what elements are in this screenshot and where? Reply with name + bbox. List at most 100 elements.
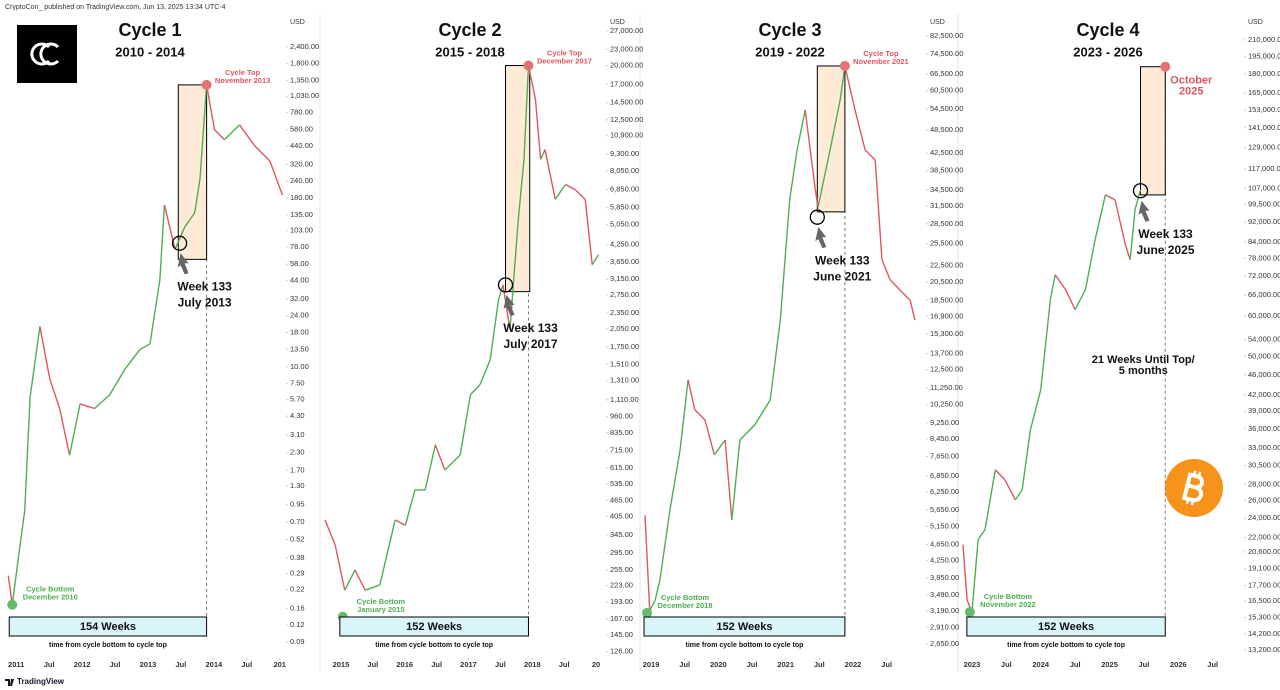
- price-segment: [68, 403, 81, 456]
- price-segment: [829, 99, 841, 151]
- x-tick-label: 2012: [74, 660, 91, 669]
- x-tick-label: 2022: [845, 660, 862, 669]
- price-segment: [874, 159, 883, 260]
- x-tick-label: 2020: [710, 660, 727, 669]
- y-tick-label: 0.22: [290, 585, 305, 594]
- price-segment: [364, 584, 381, 591]
- price-segment: [354, 569, 366, 591]
- y-tick-label: 39,000.00: [1248, 406, 1280, 415]
- y-tick-label: 6,850.00: [610, 184, 639, 193]
- price-segment: [844, 65, 856, 111]
- cycle-bottom-label: Cycle Bottom: [984, 592, 1033, 601]
- y-tick-label: 4,250.00: [610, 240, 639, 249]
- price-segment: [584, 199, 593, 265]
- price-segment: [804, 109, 816, 190]
- price-segment: [214, 129, 225, 141]
- price-segment: [424, 444, 437, 491]
- x-tick-label: Jul: [1139, 660, 1150, 669]
- price-segment: [527, 65, 537, 100]
- chart-title: Cycle 3: [758, 20, 821, 40]
- y-tick-label: 135.00: [290, 210, 313, 219]
- y-tick-label: 255.00: [610, 565, 633, 574]
- cycle-top-label: Cycle Top: [225, 68, 261, 77]
- y-tick-label: 5.70: [290, 395, 305, 404]
- price-segment: [854, 109, 866, 151]
- chart-subtitle: 2015 - 2018: [435, 44, 504, 59]
- y-tick-label: 78.00: [290, 242, 309, 251]
- x-tick-label: Jul: [747, 660, 758, 669]
- y-tick-label: 46,000.00: [1248, 370, 1280, 379]
- logo-box: [17, 25, 77, 83]
- y-tick-label: 0.70: [290, 517, 305, 526]
- cycle-top-dot: [839, 60, 850, 71]
- y-tick-label: 54,000.00: [1248, 334, 1280, 343]
- price-segment: [899, 289, 911, 301]
- y-tick-label: 66,000.00: [1248, 290, 1280, 299]
- y-tick-label: 58.00: [290, 259, 309, 268]
- price-segment: [817, 149, 831, 208]
- week-marker: [171, 235, 188, 251]
- y-tick-label: 0.29: [290, 569, 305, 578]
- y-tick-label: 15,300.00: [930, 329, 963, 338]
- y-tick-label: 165,000.00: [1248, 88, 1280, 97]
- footer-text: TradingView: [17, 677, 65, 686]
- y-tick-label: 2,350.00: [610, 308, 639, 317]
- y-tick-label: 84,000.00: [1248, 237, 1280, 246]
- cycle-bottom-label: Cycle Bottom: [26, 585, 75, 594]
- y-tick-label: 240.00: [290, 176, 313, 185]
- week-arrow: [177, 253, 189, 275]
- price-segment: [839, 65, 846, 100]
- price-segment: [238, 124, 256, 147]
- x-tick-label: Jul: [110, 660, 121, 669]
- price-segment: [659, 509, 671, 581]
- duration-label: 152 Weeks: [406, 621, 462, 633]
- header-text: CryptoCon_ published on TradingView.com,…: [5, 4, 226, 11]
- price-segment: [344, 569, 356, 591]
- cycle-bottom-label: January 2015: [357, 605, 405, 614]
- x-tick-label: Jul: [241, 660, 252, 669]
- price-segment: [434, 444, 446, 471]
- price-segment: [459, 394, 472, 455]
- cycle-bottom-label: November 2022: [980, 600, 1035, 609]
- x-tick-label: Jul: [367, 660, 378, 669]
- duration-bar: [8, 616, 208, 637]
- price-segment: [29, 326, 41, 398]
- y-tick-label: 2,750.00: [610, 290, 639, 299]
- chart-subtitle: 2019 - 2022: [755, 44, 824, 59]
- price-segment: [724, 439, 733, 521]
- y-tick-label: 1,030.00: [290, 91, 319, 100]
- price-segment: [174, 226, 186, 250]
- y-tick-label: 4,250.00: [930, 555, 959, 564]
- y-tick-label: 31,500.00: [930, 201, 963, 210]
- x-tick-label: 2017: [460, 660, 477, 669]
- y-tick-label: 12,500.00: [610, 115, 643, 124]
- y-tick-label: 5,650.00: [930, 505, 959, 514]
- y-tick-label: 715.00: [610, 446, 633, 455]
- price-segment: [1134, 189, 1142, 211]
- y-tick-label: 8,450.00: [930, 434, 959, 443]
- y-tick-label: 320.00: [290, 159, 313, 168]
- y-tick-label: 23,000.00: [610, 44, 643, 53]
- week-label: Week 133: [1138, 227, 1193, 241]
- price-segment: [523, 65, 530, 160]
- y-tick-label: 27,000.00: [610, 26, 643, 35]
- x-tick-label: 2014: [206, 660, 224, 669]
- y-tick-label: 33,000.00: [1248, 443, 1280, 452]
- cycle-top-dot: [1160, 61, 1171, 72]
- price-segment: [394, 519, 406, 526]
- y-tick-label: 24,000.00: [1248, 513, 1280, 522]
- y-tick-label: 465.00: [610, 495, 633, 504]
- price-segment: [1040, 299, 1052, 390]
- price-segment: [139, 343, 151, 350]
- y-tick-label: 1,350.00: [290, 75, 319, 84]
- y-tick-label: 11,250.00: [930, 383, 963, 392]
- y-tick-label: 50,000.00: [1248, 351, 1280, 360]
- y-tick-label: 1,310.00: [610, 376, 639, 385]
- y-tick-label: 0.38: [290, 553, 305, 562]
- x-tick-label: 2013: [140, 660, 157, 669]
- y-tick-label: 14,200.00: [1248, 629, 1280, 638]
- y-tick-label: 0.95: [290, 499, 305, 508]
- x-tick-label: Jul: [1207, 660, 1218, 669]
- y-tick-label: 535.00: [610, 479, 633, 488]
- cycle-top-label: November 2021: [853, 57, 908, 66]
